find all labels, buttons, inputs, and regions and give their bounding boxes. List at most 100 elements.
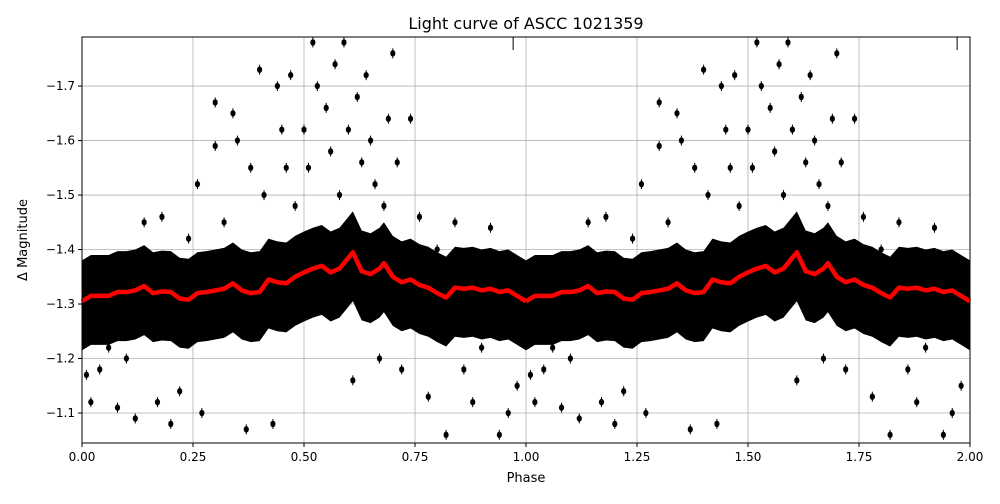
data-point — [132, 415, 138, 422]
data-point — [345, 126, 351, 133]
data-point — [958, 382, 964, 389]
data-point — [758, 82, 764, 90]
data-point — [541, 366, 547, 373]
data-point — [341, 39, 347, 46]
data-point — [372, 180, 378, 188]
data-point — [328, 148, 334, 155]
data-point — [807, 71, 813, 79]
data-point — [168, 420, 174, 428]
data-point — [794, 377, 800, 384]
data-point — [283, 164, 289, 171]
binned-curve-line — [80, 250, 528, 304]
data-point — [776, 61, 782, 68]
data-point — [931, 224, 938, 231]
data-point — [261, 191, 267, 199]
data-point — [88, 398, 94, 406]
data-point — [332, 61, 338, 68]
data-point — [407, 115, 414, 122]
data-point — [772, 148, 778, 155]
data-point — [896, 219, 902, 226]
data-point — [274, 82, 280, 90]
data-point — [314, 82, 320, 90]
data-point — [869, 393, 875, 400]
data-point — [363, 71, 369, 79]
data-point — [505, 409, 511, 417]
data-point — [754, 39, 760, 46]
data-point — [705, 191, 711, 199]
data-point — [727, 164, 733, 171]
data-point — [97, 366, 103, 373]
data-point — [692, 164, 698, 171]
data-point — [527, 371, 534, 379]
data-point — [177, 388, 183, 395]
data-point — [381, 202, 387, 210]
data-point — [860, 213, 867, 221]
data-point — [114, 404, 121, 411]
data-point — [230, 110, 236, 117]
y-tick-label: −1.7 — [46, 79, 75, 93]
data-point — [621, 388, 627, 395]
data-point — [368, 137, 374, 144]
binned-curve — [80, 250, 972, 304]
data-point — [687, 426, 693, 433]
data-point — [834, 50, 840, 57]
data-point — [789, 126, 796, 133]
data-point — [443, 431, 449, 439]
data-point — [905, 366, 911, 373]
y-tick-label: −1.6 — [46, 134, 75, 148]
data-point — [496, 431, 502, 439]
data-point — [354, 93, 360, 101]
data-point — [745, 126, 751, 133]
data-point — [798, 93, 804, 101]
data-point — [567, 355, 574, 362]
data-point — [656, 99, 662, 106]
data-point — [288, 71, 294, 79]
data-point — [736, 202, 742, 210]
data-point — [243, 426, 249, 433]
data-point — [887, 431, 893, 439]
data-point — [376, 355, 383, 362]
data-point — [305, 164, 312, 171]
y-tick-label: −1.2 — [46, 352, 75, 366]
data-point — [803, 159, 809, 166]
data-point — [878, 246, 884, 253]
data-point — [532, 398, 538, 406]
x-tick-label: 0.75 — [402, 450, 429, 464]
data-point — [550, 344, 556, 351]
x-tick-label: 1.25 — [624, 450, 651, 464]
data-point — [829, 115, 835, 122]
y-tick-label: −1.1 — [46, 406, 75, 420]
data-point — [838, 159, 844, 166]
data-point — [603, 213, 609, 221]
data-point — [385, 115, 391, 122]
dense-points-band — [82, 211, 970, 351]
data-point — [923, 344, 929, 351]
data-point — [159, 213, 165, 221]
binned-curve-line — [524, 250, 972, 304]
data-point — [674, 110, 680, 117]
dense-points-region — [82, 211, 526, 351]
data-point — [816, 180, 822, 188]
data-point — [359, 159, 365, 166]
x-tick-label: 1.75 — [846, 450, 873, 464]
data-point — [301, 126, 307, 133]
data-point — [270, 420, 276, 428]
data-point — [336, 191, 343, 199]
data-point — [487, 224, 494, 231]
data-point — [629, 235, 636, 242]
data-point — [576, 415, 582, 422]
x-axis-label: Phase — [507, 471, 546, 486]
data-point — [825, 202, 831, 210]
x-tick-label: 0.50 — [291, 450, 318, 464]
data-point — [820, 355, 827, 362]
y-tick-label: −1.3 — [46, 297, 75, 311]
data-point — [310, 39, 316, 46]
data-point — [558, 404, 565, 411]
data-point — [212, 99, 218, 106]
data-point — [461, 366, 467, 373]
data-point — [123, 355, 129, 362]
data-point — [199, 409, 205, 417]
data-point — [425, 393, 431, 400]
data-point — [279, 126, 285, 133]
